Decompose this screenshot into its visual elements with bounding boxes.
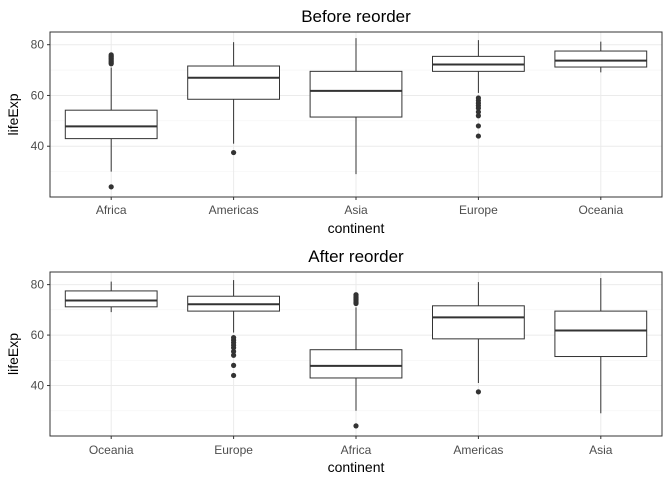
x-axis-title: continent — [328, 220, 385, 236]
outlier-point — [475, 123, 481, 129]
box-body — [187, 65, 280, 100]
y-tick-label: 40 — [31, 139, 45, 153]
box-oceania — [554, 41, 648, 73]
outlier-point — [475, 133, 481, 139]
outlier-point — [353, 292, 359, 298]
box-oceania — [64, 281, 158, 313]
outlier-point — [231, 149, 237, 156]
x-tick-label: Africa — [96, 203, 127, 217]
x-tick-label: Africa — [341, 443, 372, 457]
y-tick-label: 60 — [31, 88, 45, 102]
outlier-point — [475, 113, 481, 119]
box-body — [432, 305, 525, 340]
box-body — [309, 70, 403, 118]
x-tick-label: Europe — [459, 203, 498, 217]
box-americas — [187, 42, 280, 156]
x-tick-label: Americas — [453, 443, 503, 457]
box-africa — [64, 52, 158, 190]
outlier-point — [475, 389, 481, 395]
outlier-point — [108, 52, 114, 58]
y-tick-label: 80 — [31, 278, 45, 292]
box-africa — [309, 292, 403, 429]
y-axis-title: lifeExp — [5, 333, 21, 375]
box-body — [554, 310, 648, 358]
x-tick-label: Europe — [214, 443, 253, 457]
outlier-point — [353, 423, 359, 429]
y-tick-label: 80 — [31, 38, 45, 52]
box-asia — [309, 38, 403, 175]
chart-panel-2: 40 60 80 Oceania Europe Africa Americas Asia Aft… — [5, 247, 663, 475]
box-europe — [432, 40, 525, 139]
y-tick-label: 40 — [31, 379, 45, 393]
box-body — [64, 290, 158, 308]
box-body — [309, 349, 403, 379]
box-body — [554, 50, 648, 68]
chart-panel-1: 40 60 80 Africa Americas Asia Europe Oceania Bef… — [5, 7, 663, 236]
box-asia — [554, 278, 648, 414]
chart-title: After reorder — [308, 247, 404, 266]
box-body — [64, 109, 158, 140]
box-americas — [432, 282, 525, 395]
x-tick-label: Oceania — [578, 203, 623, 217]
y-tick-label: 60 — [31, 328, 45, 342]
outlier-point — [475, 109, 481, 115]
y-axis-title: lifeExp — [5, 93, 21, 135]
outlier-point — [231, 362, 237, 368]
x-tick-label: Americas — [209, 203, 259, 217]
x-axis-title: continent — [328, 459, 385, 475]
outlier-point — [231, 335, 237, 341]
x-tick-label: Oceania — [89, 443, 134, 457]
x-tick-label: Asia — [589, 443, 613, 457]
box-europe — [187, 280, 280, 379]
chart-title: Before reorder — [301, 7, 411, 26]
outlier-point — [231, 348, 237, 355]
x-tick-label: Asia — [344, 203, 368, 217]
outlier-point — [108, 184, 114, 190]
outlier-point — [231, 372, 237, 379]
outlier-point — [475, 95, 481, 101]
outlier-point — [231, 352, 237, 358]
